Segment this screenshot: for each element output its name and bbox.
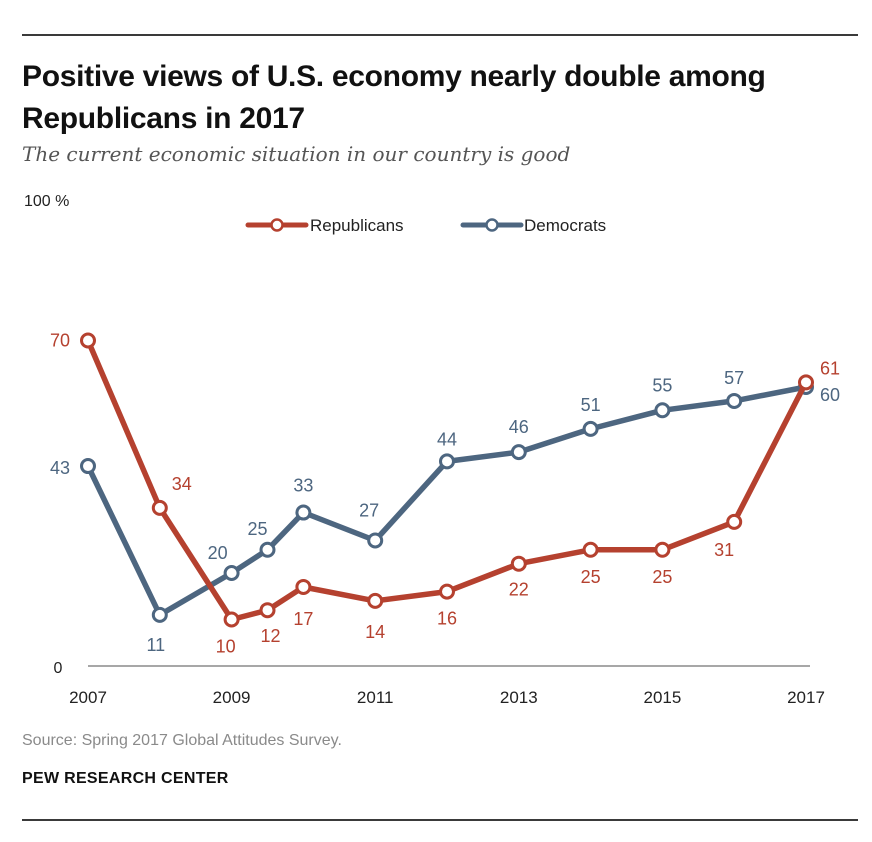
data-point bbox=[259, 541, 276, 558]
data-point bbox=[80, 458, 96, 475]
data-label: 16 bbox=[437, 609, 457, 629]
data-point bbox=[223, 565, 240, 581]
legend-label: Democrats bbox=[524, 216, 606, 235]
x-tick-label: 2015 bbox=[643, 688, 681, 707]
data-label: 60 bbox=[820, 385, 840, 405]
data-label: 57 bbox=[724, 368, 744, 388]
data-label: 43 bbox=[50, 458, 70, 478]
source-note: Source: Spring 2017 Global Attitudes Sur… bbox=[22, 732, 342, 749]
data-label: 34 bbox=[172, 474, 192, 494]
legend-label: Republicans bbox=[310, 216, 404, 235]
data-label: 11 bbox=[146, 635, 165, 655]
organization-label: PEW RESEARCH CENTER bbox=[22, 770, 229, 787]
data-point bbox=[80, 332, 96, 349]
series-line bbox=[85, 384, 809, 618]
data-point bbox=[582, 541, 599, 558]
data-point bbox=[798, 374, 814, 391]
data-point bbox=[223, 611, 240, 628]
data-label: 55 bbox=[652, 375, 672, 395]
data-point bbox=[367, 592, 384, 609]
chart-title: Positive views of U.S. economy nearly do… bbox=[22, 60, 766, 135]
line-chart: 100 % 0 Republicans Democrats 2007 2009 201… bbox=[24, 193, 840, 707]
data-label: 61 bbox=[820, 358, 840, 378]
data-point bbox=[367, 532, 384, 549]
data-label: 14 bbox=[365, 622, 385, 642]
data-point bbox=[582, 420, 599, 437]
data-label: 51 bbox=[581, 395, 601, 415]
legend-swatch-marker bbox=[485, 218, 499, 232]
x-tick-label: 2011 bbox=[357, 688, 394, 707]
data-label: 25 bbox=[247, 519, 267, 539]
data-label: 31 bbox=[714, 540, 734, 560]
series-layer: 43 11 20 25 33 27 44 46 51 55 57 60 70 34 10 12 17 14 16 22… bbox=[50, 331, 840, 657]
data-point bbox=[295, 578, 312, 595]
data-label: 10 bbox=[216, 637, 236, 657]
data-label: 44 bbox=[437, 429, 457, 449]
data-point bbox=[259, 602, 276, 619]
bottom-rule bbox=[22, 819, 858, 821]
data-label: 25 bbox=[652, 567, 672, 587]
data-point bbox=[439, 583, 455, 600]
data-point bbox=[439, 453, 455, 470]
data-point bbox=[654, 541, 671, 558]
series-republicans: 70 34 10 12 17 14 16 22 25 25 31 61 bbox=[50, 331, 840, 657]
x-axis-ticks: 2007 2009 2011 2013 2015 2017 bbox=[69, 688, 825, 707]
data-label: 46 bbox=[509, 417, 529, 437]
data-point bbox=[151, 499, 168, 516]
data-label: 22 bbox=[509, 580, 529, 600]
data-label: 33 bbox=[293, 476, 313, 496]
data-label: 25 bbox=[581, 567, 601, 587]
y-axis-zero-label: 0 bbox=[54, 660, 63, 677]
data-point bbox=[726, 392, 743, 409]
series-line bbox=[85, 337, 809, 623]
data-label: 20 bbox=[208, 543, 228, 563]
data-point bbox=[151, 606, 168, 623]
data-point bbox=[726, 513, 743, 530]
x-tick-label: 2017 bbox=[787, 688, 825, 707]
data-point bbox=[510, 555, 527, 572]
top-rule bbox=[22, 34, 858, 36]
data-point bbox=[654, 402, 671, 419]
legend-swatch-marker bbox=[270, 218, 284, 232]
data-label: 70 bbox=[50, 331, 70, 351]
data-label: 17 bbox=[293, 609, 313, 629]
y-axis-top-label: 100 % bbox=[24, 193, 69, 210]
data-label: 27 bbox=[359, 500, 379, 520]
data-label: 12 bbox=[260, 626, 280, 646]
legend: Republicans Democrats bbox=[245, 216, 606, 235]
series-democrats: 43 11 20 25 33 27 44 46 51 55 57 60 bbox=[50, 368, 840, 655]
chart-subtitle: The current economic situation in our co… bbox=[22, 142, 571, 166]
x-tick-label: 2013 bbox=[500, 688, 538, 707]
data-point bbox=[510, 444, 527, 461]
data-point bbox=[295, 504, 312, 521]
x-tick-label: 2009 bbox=[213, 688, 251, 707]
x-tick-label: 2007 bbox=[69, 688, 107, 707]
